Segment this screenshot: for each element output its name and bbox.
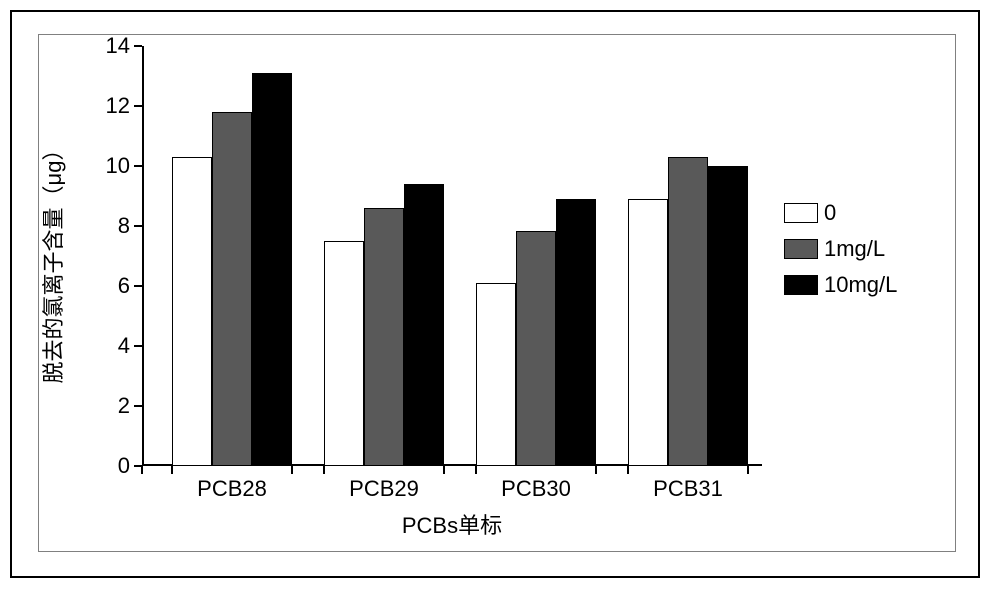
legend-swatch	[784, 203, 818, 223]
legend-swatch	[784, 275, 818, 295]
bar-PCB28-0	[172, 157, 212, 466]
y-tick-label: 12	[92, 95, 130, 117]
legend-swatch	[784, 239, 818, 259]
bar-PCB31-10mg/L	[708, 166, 748, 466]
bar-PCB29-1mg/L	[364, 208, 404, 466]
legend-label: 0	[824, 200, 836, 226]
legend-item: 0	[784, 200, 836, 226]
y-tick-label: 8	[92, 215, 130, 237]
bar-PCB30-0	[476, 283, 516, 466]
y-tick-label: 4	[92, 335, 130, 357]
bar-PCB30-1mg/L	[516, 231, 556, 467]
y-tick-label: 14	[92, 35, 130, 57]
legend-item: 1mg/L	[784, 236, 885, 262]
bar-PCB31-1mg/L	[668, 157, 708, 466]
y-tick-label: 0	[92, 455, 130, 477]
bar-PCB28-1mg/L	[212, 112, 252, 466]
legend-label: 10mg/L	[824, 272, 897, 298]
x-tick-label: PCB28	[172, 476, 292, 502]
x-tick-label: PCB30	[476, 476, 596, 502]
bar-PCB28-10mg/L	[252, 73, 292, 466]
bar-PCB30-10mg/L	[556, 199, 596, 466]
y-axis-label: 脱去的氯离子含量（μg）	[36, 121, 68, 401]
bar-PCB31-0	[628, 199, 668, 466]
y-tick-label: 6	[92, 275, 130, 297]
legend-label: 1mg/L	[824, 236, 885, 262]
y-tick-label: 2	[92, 395, 130, 417]
bar-PCB29-10mg/L	[404, 184, 444, 466]
y-tick-label: 10	[92, 155, 130, 177]
legend: 0 1mg/L 10mg/L	[784, 200, 964, 340]
x-tick-label: PCB31	[628, 476, 748, 502]
x-tick-label: PCB29	[324, 476, 444, 502]
bar-PCB29-0	[324, 241, 364, 466]
legend-item: 10mg/L	[784, 272, 897, 298]
x-axis-label: PCBs单标	[352, 508, 552, 540]
